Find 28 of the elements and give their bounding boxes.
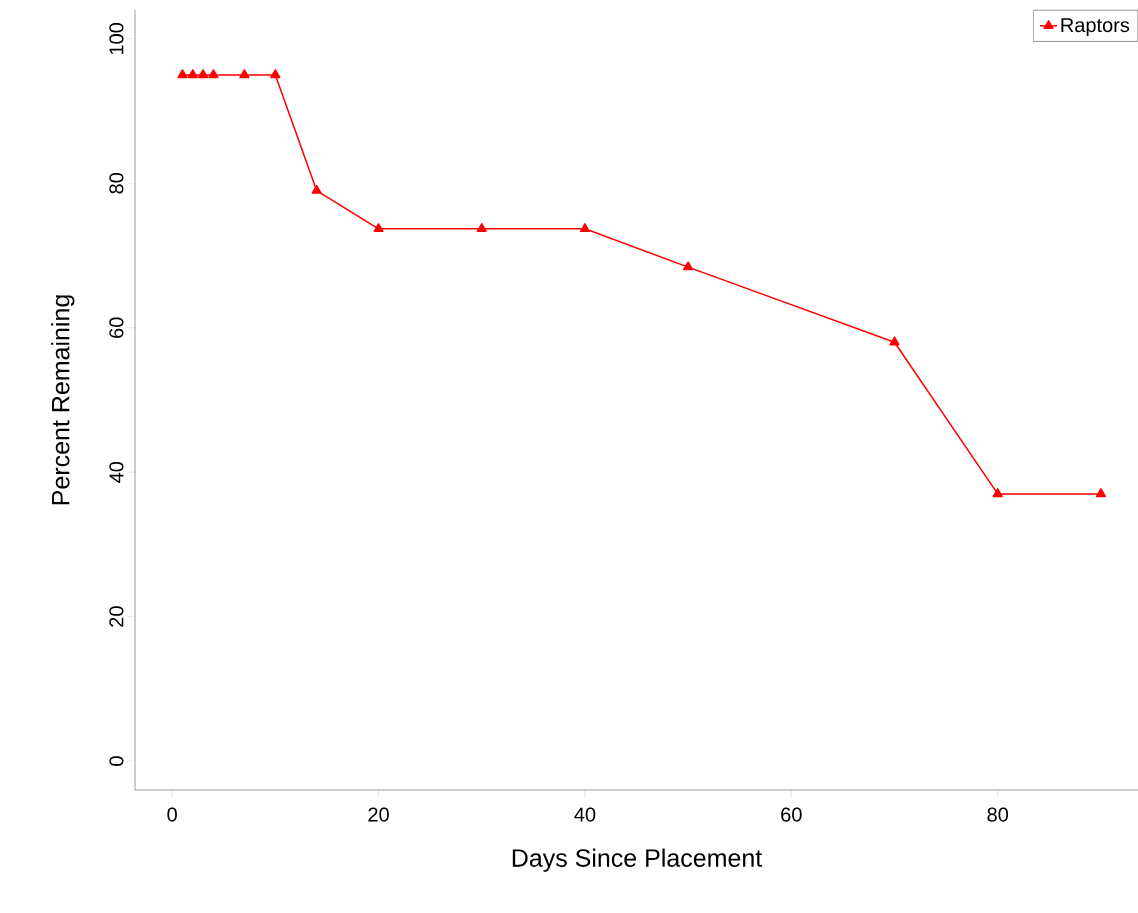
point: [187, 69, 198, 79]
point: [476, 223, 487, 233]
x-tick-label: 20: [368, 807, 389, 822]
x-tick-label: 80: [987, 807, 1009, 822]
point: [373, 223, 384, 233]
y-tick-label: 100: [109, 22, 124, 55]
point: [1095, 488, 1106, 498]
x-tick-label: 40: [574, 807, 596, 822]
x-tick-label: 60: [781, 807, 802, 822]
y-tick-label: 80: [109, 172, 124, 194]
y-tick-label: 60: [109, 317, 124, 338]
point: [992, 488, 1003, 498]
point: [177, 69, 188, 79]
x-tick-label: 0: [167, 807, 177, 822]
y-tick-label: 0: [109, 756, 124, 766]
point: [239, 69, 250, 79]
point: [270, 69, 281, 79]
x-axis-title: Days Since Placement: [512, 848, 763, 872]
point: [311, 184, 322, 194]
point: [683, 261, 694, 271]
y-tick-label: 40: [109, 461, 124, 483]
point: [889, 336, 900, 346]
legend-label: Raptors: [1061, 18, 1130, 37]
point: [208, 69, 219, 79]
point: [198, 69, 209, 79]
y-tick-label: 20: [109, 606, 124, 627]
point: [579, 223, 591, 233]
y-axis-title: Percent Remaining: [51, 295, 75, 505]
